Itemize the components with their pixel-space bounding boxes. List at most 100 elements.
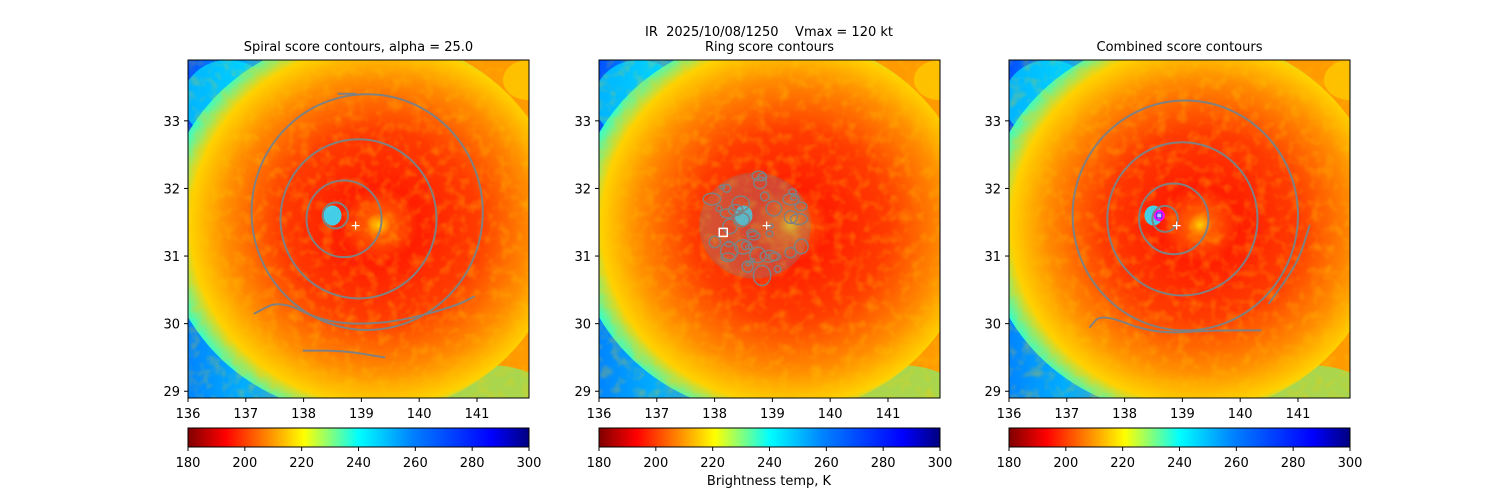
contour-squiggle [765,200,783,217]
contour-spiral [1268,224,1311,305]
contour-ring [1151,204,1179,233]
colorbar-tick-label: 300 [517,456,542,471]
texture [599,60,940,398]
contour-squiggle [793,238,809,255]
contour-squiggle [715,204,723,213]
colorbar-tick-label: 280 [1281,456,1306,471]
y-tick-label: 31 [574,250,591,265]
contour-ring [1153,209,1165,222]
storm-center-marker [351,221,360,230]
x-tick-label: 141 [465,407,490,422]
contour-squiggle [749,257,756,263]
colorbar-tick-label: 240 [346,456,371,471]
contour-squiggle [773,265,782,274]
colorbar-tick-label: 180 [176,456,201,471]
colorbar: 180 200 220 240 260 280 300 [587,427,953,471]
colorbar-tick-label: 300 [928,456,953,471]
contour-ring [1071,99,1299,332]
contours [699,170,811,287]
contour-squiggle [708,235,722,249]
panel-2: Ring score contours 136 137 138 139 140 141 29 3… [574,40,953,471]
contour-spiral [253,295,476,325]
contour-squiggle [789,195,798,201]
x-tick-label: 140 [1228,407,1253,422]
x-tick-label: 140 [818,407,843,422]
y-tick-label: 33 [574,115,591,130]
y-tick-label: 31 [984,250,1001,265]
contour-squiggle [720,252,736,263]
x-tick-label: 141 [876,407,901,422]
colorbar-tick-label: 260 [1224,456,1249,471]
colorbar-tick-label: 200 [232,456,257,471]
contours [1071,99,1311,334]
contour-squiggle [719,241,739,261]
contour-squiggle [789,213,809,226]
contour-squiggle [741,260,754,274]
x-tick-label: 137 [233,407,258,422]
contour-ring [1106,141,1259,297]
panel-title: Spiral score contours, alpha = 25.0 [244,40,473,55]
panel-1: Spiral score contours, alpha = 25.0 136 13… [163,40,542,471]
colorbar-tick-label: 180 [997,456,1022,471]
x-tick-label: 136 [587,407,612,422]
x-tick-label: 138 [1112,407,1137,422]
contour-spiral [302,349,386,359]
contour-squiggle [751,170,767,182]
colorbar-tick-label: 220 [1110,456,1135,471]
storm-center-marker [1172,221,1181,230]
contour-squiggle [759,249,779,263]
texture [1009,60,1350,398]
colorbar-label: Brightness temp, K [707,474,832,489]
y-tick-label: 33 [163,115,180,130]
x-tick-label: 136 [997,407,1022,422]
y-tick-label: 29 [163,385,180,400]
y-tick-label: 30 [163,318,180,333]
contour-ring [305,179,383,259]
contour-squiggle [764,253,771,259]
x-tick-label: 138 [702,407,727,422]
contour-squiggle [702,192,722,206]
contours [250,92,484,359]
contour-squiggle [746,228,758,238]
contour-squiggle [731,195,751,212]
x-tick-label: 139 [760,407,785,422]
x-tick-label: 136 [176,407,201,422]
x-tick-label: 138 [291,407,316,422]
best-center-marker [718,227,729,238]
ir-image [599,60,940,398]
contour-squiggle [759,191,770,202]
contour-squiggle [745,244,753,251]
y-tick-label: 29 [574,385,591,400]
axes-frame [1008,59,1351,399]
y-tick-label: 30 [984,318,1001,333]
contour-squiggle [752,264,772,287]
ir-image [1009,60,1350,398]
colorbar-gradient [187,427,530,448]
colorbar-tick-label: 220 [700,456,725,471]
y-tick-label: 32 [163,182,180,197]
panel-title: Ring score contours [705,40,834,55]
contour-squiggle [783,210,799,225]
x-tick-label: 140 [407,407,432,422]
contour-squiggle [732,211,751,228]
contour-squiggle [794,201,808,212]
y-tick-label: 30 [574,318,591,333]
contour-squiggle [784,246,797,259]
colorbar-gradient [1008,427,1351,448]
panel-title: Combined score contours [1097,40,1263,55]
colorbar-gradient [598,427,941,448]
panel-3: Combined score contours 136 137 138 139 140 14… [984,40,1362,471]
colorbar: 180 200 220 240 260 280 300 [997,427,1362,471]
contour-squiggle [721,183,732,193]
contour-squiggle [788,188,798,196]
colorbar-tick-label: 260 [403,456,428,471]
y-tick-label: 32 [984,182,1001,197]
contour-squiggle [765,230,774,238]
x-tick-label: 137 [644,407,669,422]
colorbar-tick-label: 260 [814,456,839,471]
x-tick-label: 137 [1054,407,1079,422]
contour-squiggle [724,240,734,248]
contour-squiggle [719,208,736,219]
colorbar-tick-label: 180 [587,456,612,471]
